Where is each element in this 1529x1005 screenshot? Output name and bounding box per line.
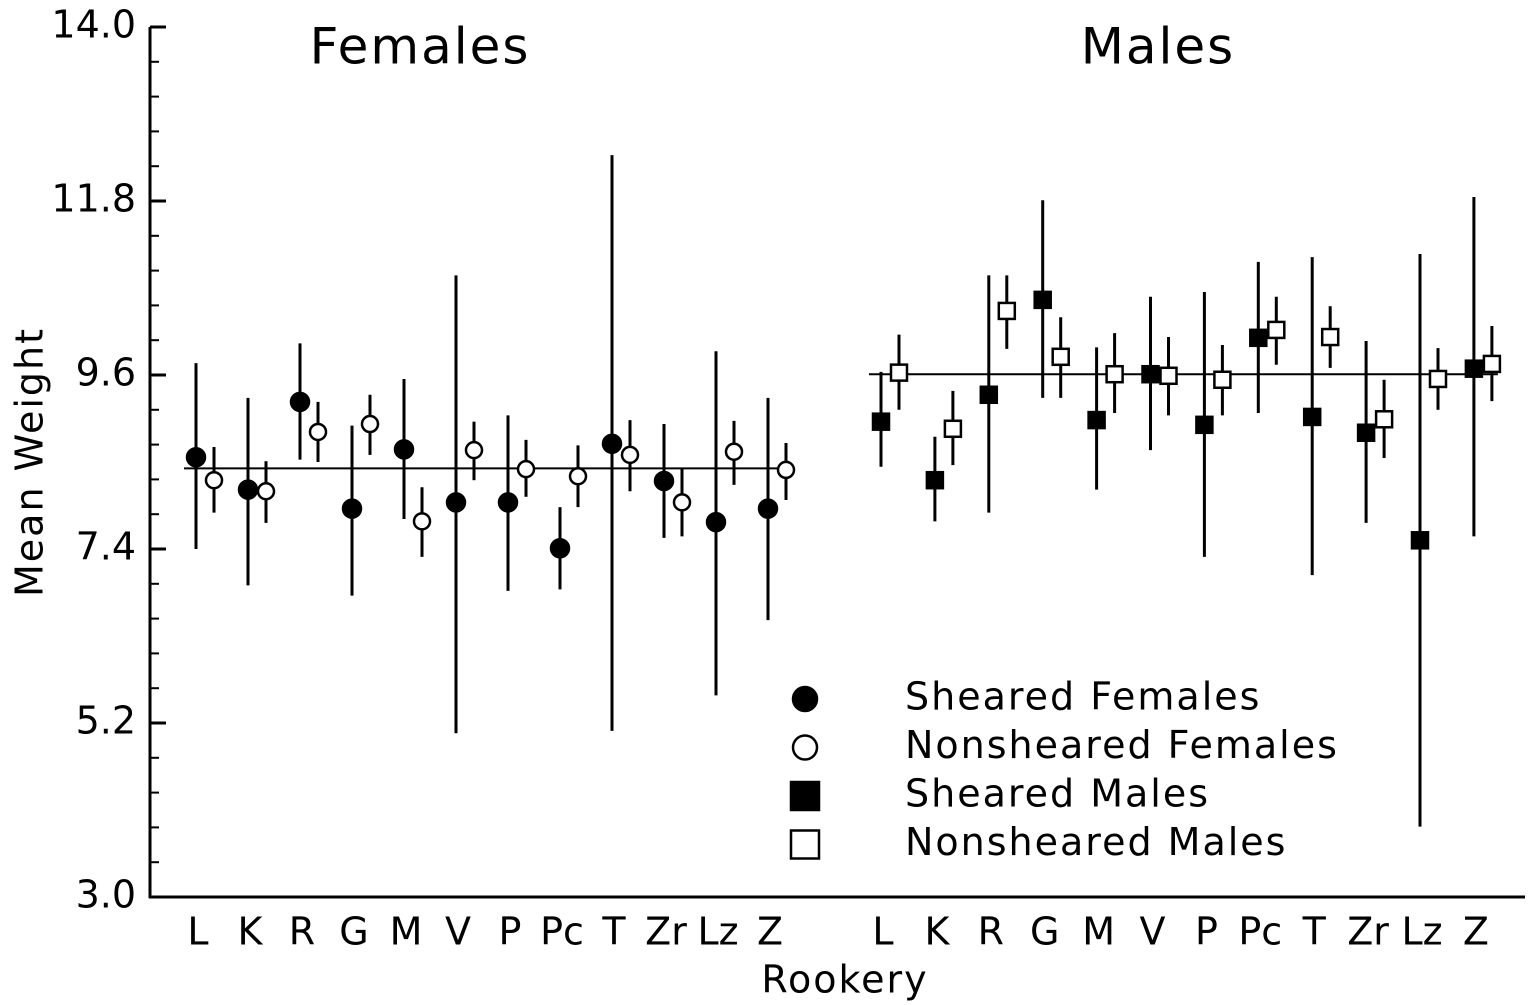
- data-point: [1213, 370, 1232, 389]
- data-point: [925, 470, 945, 490]
- data-point: [1159, 366, 1178, 386]
- x-tick-label: P: [1195, 910, 1218, 954]
- data-point: [341, 498, 363, 519]
- x-tick-label: T: [1302, 910, 1327, 954]
- data-point: [705, 511, 727, 533]
- x-tick-label: V: [1140, 910, 1166, 954]
- group-label: Males: [1081, 18, 1235, 76]
- data-point: [1482, 354, 1502, 374]
- data-point: [776, 460, 796, 480]
- data-point: [979, 385, 999, 405]
- data-point: [871, 412, 891, 431]
- data-point: [256, 482, 276, 501]
- x-tick-label: G: [1030, 910, 1059, 954]
- data-point: [620, 445, 640, 465]
- data-point: [724, 442, 744, 461]
- legend-label: Nonsheared Females: [905, 723, 1339, 767]
- data-point: [1249, 328, 1268, 348]
- x-tick-label: V: [445, 910, 471, 954]
- y-tick-label: 3.0: [76, 873, 136, 917]
- data-point: [360, 414, 380, 434]
- x-tick-label: Lz: [697, 910, 738, 954]
- data-point: [1410, 531, 1430, 550]
- x-axis-label: Rookery: [761, 958, 928, 1002]
- legend-label: Sheared Males: [905, 772, 1210, 816]
- data-point: [943, 419, 963, 439]
- legend-marker: [789, 780, 821, 812]
- x-tick-label: P: [499, 910, 522, 954]
- x-tick-label: Pc: [540, 910, 584, 954]
- y-tick-label: 14.0: [51, 3, 136, 47]
- data-point: [1141, 364, 1160, 384]
- legend-marker: [791, 685, 819, 713]
- data-point: [549, 537, 571, 559]
- data-point: [1302, 407, 1322, 427]
- data-point: [653, 470, 675, 492]
- y-tick-label: 9.6: [76, 351, 136, 395]
- data-point: [1374, 410, 1394, 429]
- data-point: [997, 301, 1017, 321]
- data-point: [889, 363, 909, 382]
- data-point: [464, 440, 484, 460]
- x-tick-label: T: [601, 910, 626, 954]
- x-tick-label: M: [1082, 910, 1115, 954]
- data-point: [497, 492, 519, 513]
- data-point: [412, 512, 432, 531]
- data-point: [1051, 347, 1070, 367]
- data-point: [445, 492, 467, 513]
- legend-marker: [791, 734, 819, 761]
- x-tick-label: Lz: [1401, 910, 1442, 954]
- data-point: [1195, 415, 1214, 435]
- legend-label: Sheared Females: [905, 675, 1261, 719]
- data-point: [393, 439, 415, 460]
- data-point: [1428, 369, 1448, 389]
- data-point: [757, 498, 779, 519]
- data-point: [672, 493, 692, 512]
- data-point: [237, 479, 259, 500]
- x-tick-label: Pc: [1238, 910, 1282, 954]
- y-tick-label: 5.2: [76, 699, 136, 743]
- x-tick-label: R: [289, 910, 315, 954]
- x-tick-label: Zr: [645, 910, 687, 954]
- legend-marker: [789, 829, 821, 860]
- x-tick-label: G: [339, 910, 368, 954]
- x-tick-label: M: [390, 910, 423, 954]
- data-point: [568, 466, 588, 486]
- x-tick-label: R: [978, 910, 1004, 954]
- data-point: [1464, 359, 1484, 378]
- data-point: [204, 470, 224, 490]
- data-point: [1087, 410, 1106, 430]
- x-tick-label: Zr: [1347, 910, 1389, 954]
- x-tick-label: Z: [1463, 910, 1489, 954]
- x-tick-label: L: [187, 910, 208, 954]
- data-point: [1356, 423, 1376, 442]
- data-point: [1267, 320, 1286, 340]
- legend-label: Nonsheared Males: [905, 820, 1287, 864]
- x-tick-label: L: [872, 910, 893, 954]
- data-point: [185, 447, 207, 468]
- data-point: [1320, 327, 1340, 347]
- x-tick-label: Z: [757, 910, 783, 954]
- group-label: Females: [310, 18, 531, 76]
- data-point: [289, 391, 311, 413]
- x-tick-label: K: [924, 910, 950, 954]
- y-axis-label: Mean Weight: [8, 327, 52, 597]
- data-point: [1033, 290, 1052, 310]
- data-point: [308, 422, 328, 442]
- x-tick-label: K: [238, 910, 264, 954]
- data-point: [516, 459, 536, 479]
- data-point: [1105, 364, 1124, 384]
- data-point: [601, 433, 623, 455]
- y-tick-label: 11.8: [51, 177, 136, 221]
- y-tick-label: 7.4: [76, 525, 136, 569]
